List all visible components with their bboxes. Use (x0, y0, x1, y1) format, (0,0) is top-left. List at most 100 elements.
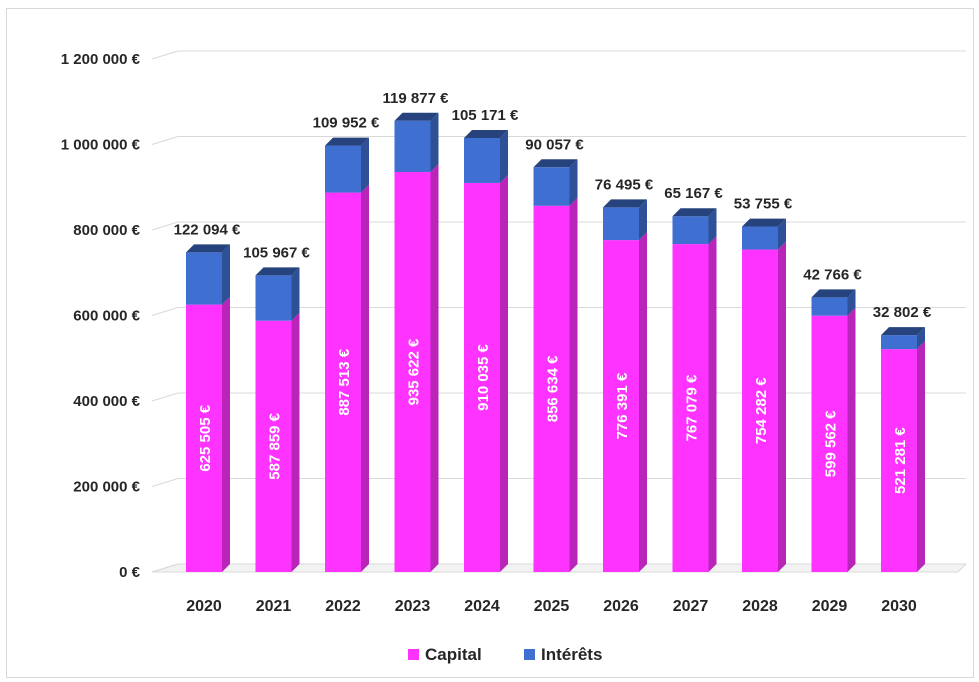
x-tick-label: 2029 (812, 598, 848, 615)
bar-capital-side (569, 197, 578, 572)
bar-interets-side (917, 327, 925, 350)
bar-top (811, 289, 856, 298)
bar-capital-side (778, 241, 786, 573)
bar-top (881, 327, 925, 336)
data-label-interets: 42 766 € (803, 266, 862, 283)
bars (186, 112, 925, 573)
bar-capital-side (291, 312, 300, 572)
bar-interets-front (533, 167, 570, 206)
bar-interets-side (500, 129, 508, 183)
bar-capital-front (186, 304, 222, 572)
y-tick-label: 200 000 € (73, 479, 140, 496)
y-axis-ticks: 0 € 200 000 € 400 000 € 600 000 € 800 000 € 1… (61, 51, 141, 581)
data-label-interets: 65 167 € (664, 185, 723, 202)
x-tick-label: 2023 (395, 598, 431, 615)
legend-swatch (408, 649, 419, 660)
data-label-interets: 53 755 € (734, 196, 793, 213)
bar-capital-front (811, 315, 848, 572)
bar-top (672, 208, 717, 217)
x-tick-label: 2024 (464, 598, 500, 615)
bar-capital-front (672, 244, 709, 572)
bar-interets-front (603, 207, 639, 241)
data-label-capital: 935 622 € (406, 338, 423, 405)
bar-interets-front (742, 226, 778, 250)
y-tick-label: 1 000 000 € (61, 137, 141, 154)
x-tick-label: 2028 (742, 598, 778, 615)
x-tick-label: 2020 (186, 598, 222, 615)
x-axis-ticks: 2020 2021 2022 2023 2024 2025 2026 2027 2028 2029… (186, 598, 917, 615)
bar-top (255, 267, 300, 276)
data-label-capital: 754 282 € (753, 377, 770, 444)
bar-interets-side (778, 218, 786, 250)
y-tick-label: 400 000 € (73, 393, 140, 410)
y-tick-label: 0 € (119, 564, 141, 581)
bar-capital-front (464, 182, 500, 573)
bar-interets-side (222, 244, 230, 305)
data-label-capital: 767 079 € (684, 374, 701, 441)
bar-top (603, 199, 647, 208)
legend-label: Intérêts (541, 645, 602, 664)
bar-capital-side (639, 232, 647, 573)
bar-top (742, 218, 786, 227)
x-tick-label: 2022 (325, 598, 361, 615)
data-label-capital: 521 281 € (892, 427, 909, 494)
gridline-diagonal (151, 136, 179, 145)
data-label-interets: 32 802 € (873, 304, 932, 321)
data-label-capital: 625 505 € (197, 404, 214, 471)
data-label-capital: 887 513 € (336, 348, 353, 415)
data-label-capital: 587 859 € (267, 412, 284, 479)
legend-label: Capital (425, 645, 482, 664)
gridline-diagonal (151, 563, 179, 573)
bar-interets-front (881, 335, 917, 350)
bar-interets-side (291, 267, 300, 321)
data-label-capital: 599 562 € (823, 410, 840, 477)
bar-capital-front (533, 205, 570, 572)
bar-capital-front (325, 192, 361, 572)
bar-top (325, 137, 369, 146)
data-label-interets: 122 094 € (174, 221, 241, 238)
bar-capital-front (255, 320, 292, 572)
legend-swatch (524, 649, 535, 660)
gridline-diagonal (151, 392, 179, 402)
data-label-interets: 105 171 € (452, 107, 519, 124)
bar-top (186, 244, 230, 253)
data-label-interets: 119 877 € (383, 90, 450, 107)
bar-top (394, 112, 439, 121)
bar-capital-front (742, 249, 778, 573)
bar-interets-front (186, 252, 222, 305)
gridline-diagonal (151, 221, 179, 231)
bar-interets-side (361, 137, 369, 193)
bar-capital-front (881, 349, 917, 572)
bar-interets-front (325, 145, 361, 193)
y-tick-label: 1 200 000 € (61, 51, 141, 68)
gridline-diagonal (151, 50, 179, 60)
y-tick-label: 800 000 € (73, 222, 140, 239)
bar-interets-front (811, 297, 848, 316)
x-tick-label: 2027 (673, 598, 709, 615)
bar-interets-side (639, 199, 647, 241)
data-label-interets: 76 495 € (595, 176, 654, 193)
bar-capital-side (847, 307, 856, 572)
bar-capital-side (430, 164, 439, 572)
gridline-diagonal (151, 478, 179, 487)
bar-capital-side (917, 341, 925, 572)
bar-top (464, 129, 508, 138)
bar-interets-side (569, 159, 578, 206)
y-tick-label: 600 000 € (73, 308, 140, 325)
bar-capital-front (603, 240, 639, 573)
bar-top (533, 159, 578, 168)
data-label-interets: 105 967 € (243, 244, 310, 261)
bar-interets-front (464, 137, 500, 183)
bar-capital-side (361, 184, 369, 572)
x-tick-label: 2030 (881, 598, 917, 615)
bar-interets-side (708, 208, 717, 245)
bar-interets-side (847, 289, 856, 316)
bar-capital-front (394, 172, 431, 572)
x-tick-label: 2025 (534, 598, 570, 615)
data-label-interets: 90 057 € (525, 136, 584, 153)
legend: Capital Intérêts (408, 645, 602, 664)
data-label-capital: 856 634 € (545, 355, 562, 422)
bar-capital-side (222, 296, 230, 572)
gridline-diagonal (151, 307, 179, 316)
